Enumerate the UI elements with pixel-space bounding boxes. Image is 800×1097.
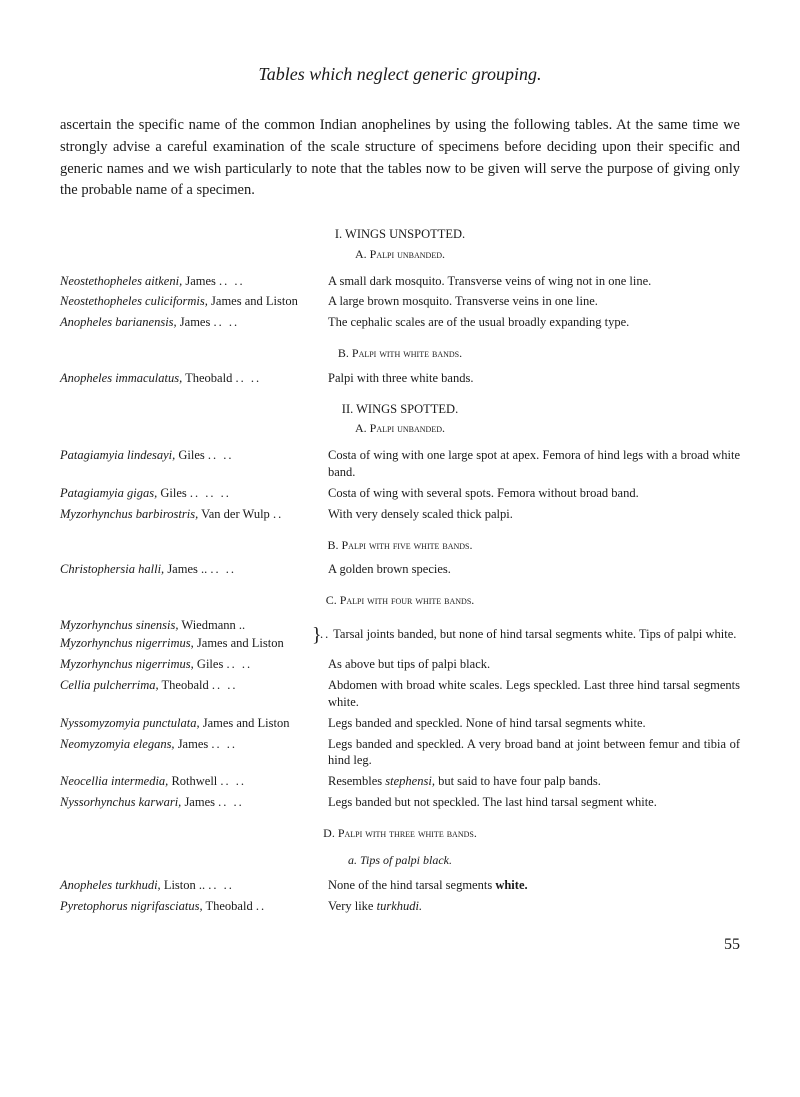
author: James: [181, 795, 215, 809]
species-name: Neostethopheles culiciformis,: [60, 294, 208, 308]
description: A golden brown species.: [328, 561, 740, 578]
species-name: Myzorhynchus barbirostris,: [60, 507, 198, 521]
description: With very densely scaled thick palpi.: [328, 506, 740, 523]
entry-row: Cellia pulcherrima, Theobald .. .. Abdom…: [60, 677, 740, 711]
section-1b: B. Palpi with white bands.: [60, 345, 740, 362]
author: Theobald: [159, 678, 209, 692]
author: James and Liston: [200, 716, 290, 730]
section-2: II. WINGS SPOTTED.: [60, 401, 740, 419]
entry-row: Neocellia intermedia, Rothwell .. .. Res…: [60, 773, 740, 790]
author: James: [182, 274, 216, 288]
species-name: Anopheles barianensis,: [60, 315, 177, 329]
author: Wiedmann ..: [179, 618, 246, 632]
description: Very like turkhudi.: [328, 898, 740, 915]
species-name: Anopheles turkhudi,: [60, 878, 161, 892]
author: Theobald: [182, 371, 232, 385]
description: Legs banded but not speckled. The last h…: [328, 794, 740, 811]
author: James ..: [164, 562, 207, 576]
section-2c: C. Palpi with four white bands.: [60, 592, 740, 609]
author: Giles: [175, 448, 205, 462]
species-name: Patagiamyia lindesayi,: [60, 448, 175, 462]
species-name: Christophersia halli,: [60, 562, 164, 576]
species-name: Patagiamyia gigas,: [60, 486, 157, 500]
description: Costa of wing with several spots. Femora…: [328, 485, 740, 502]
section-2a: A. Palpi unbanded.: [60, 420, 740, 437]
entry-row: Myzorhynchus barbirostris, Van der Wulp …: [60, 506, 740, 523]
entry-row: Anopheles immaculatus, Theobald .. .. Pa…: [60, 370, 740, 387]
author: Giles: [194, 657, 224, 671]
author: Van der Wulp: [198, 507, 270, 521]
author: James: [175, 737, 209, 751]
entry-row: Neostethopheles culiciformis, James and …: [60, 293, 740, 310]
description: Abdomen with broad white scales. Legs sp…: [328, 677, 740, 711]
section-1: I. WINGS UNSPOTTED.: [60, 226, 740, 244]
description: None of the hind tarsal segments white.: [328, 877, 740, 894]
species-name: Neostethopheles aitkeni,: [60, 274, 182, 288]
entry-row: Anopheles barianensis, James .. .. The c…: [60, 314, 740, 331]
section-2b: B. Palpi with five white bands.: [60, 537, 740, 554]
entry-row: Neostethopheles aitkeni, James .. .. A s…: [60, 273, 740, 290]
description: A small dark mosquito. Transverse veins …: [328, 273, 740, 290]
author: James and Liston: [194, 636, 284, 650]
description: .. Tarsal joints banded, but none of hin…: [320, 626, 740, 644]
author: James and Liston: [208, 294, 298, 308]
species-name: Neocellia intermedia,: [60, 774, 168, 788]
author: Theobald: [203, 899, 253, 913]
description: The cephalic scales are of the usual bro…: [328, 314, 740, 331]
description: Legs banded and speckled. A very broad b…: [328, 736, 740, 770]
author: James: [177, 315, 211, 329]
species-name: Myzorhynchus nigerrimus,: [60, 636, 194, 650]
species-name: Pyretophorus nigrifasciatus,: [60, 899, 203, 913]
entry-bracket-group: Myzorhynchus sinensis, Wiedmann .. Myzor…: [60, 617, 740, 652]
entry-row: Christophersia halli, James .. .. .. A g…: [60, 561, 740, 578]
species-name: Cellia pulcherrima,: [60, 678, 159, 692]
entry-row: Anopheles turkhudi, Liston .. .. .. None…: [60, 877, 740, 894]
species-name: Myzorhynchus sinensis,: [60, 618, 179, 632]
description: Costa of wing with one large spot at ape…: [328, 447, 740, 481]
page-title: Tables which neglect generic grouping.: [60, 62, 740, 87]
species-name: Anopheles immaculatus,: [60, 371, 182, 385]
description: Resembles stephensi, but said to have fo…: [328, 773, 740, 790]
brace-icon: }: [312, 625, 320, 645]
species-name: Nyssomyzomyia punctulata,: [60, 716, 200, 730]
entry-row: Nyssomyzomyia punctulata, James and List…: [60, 715, 740, 732]
description: Palpi with three white bands.: [328, 370, 740, 387]
species-name: Neomyzomyia elegans,: [60, 737, 175, 751]
entry-row: Pyretophorus nigrifasciatus, Theobald ..…: [60, 898, 740, 915]
species-name: Myzorhynchus nigerrimus,: [60, 657, 194, 671]
entry-row: Neomyzomyia elegans, James .. .. Legs ba…: [60, 736, 740, 770]
description: Legs banded and speckled. None of hind t…: [328, 715, 740, 732]
section-1a: A. Palpi unbanded.: [60, 246, 740, 263]
description: A large brown mosquito. Transverse veins…: [328, 293, 740, 310]
entry-row: Nyssorhynchus karwari, James .. .. Legs …: [60, 794, 740, 811]
author: Rothwell: [168, 774, 217, 788]
section-2d-a: a. Tips of palpi black.: [60, 852, 740, 869]
entry-row: Patagiamyia gigas, Giles .. .. .. Costa …: [60, 485, 740, 502]
intro-paragraph: ascertain the specific name of the commo…: [60, 115, 740, 202]
section-2d: D. Palpi with three white bands.: [60, 825, 740, 842]
entry-row: Patagiamyia lindesayi, Giles .. .. Costa…: [60, 447, 740, 481]
entry-row: Myzorhynchus nigerrimus, Giles .. .. As …: [60, 656, 740, 673]
author: Liston ..: [161, 878, 205, 892]
page-number: 55: [60, 934, 740, 956]
description: As above but tips of palpi black.: [328, 656, 740, 673]
species-name: Nyssorhynchus karwari,: [60, 795, 181, 809]
author: Giles: [157, 486, 187, 500]
